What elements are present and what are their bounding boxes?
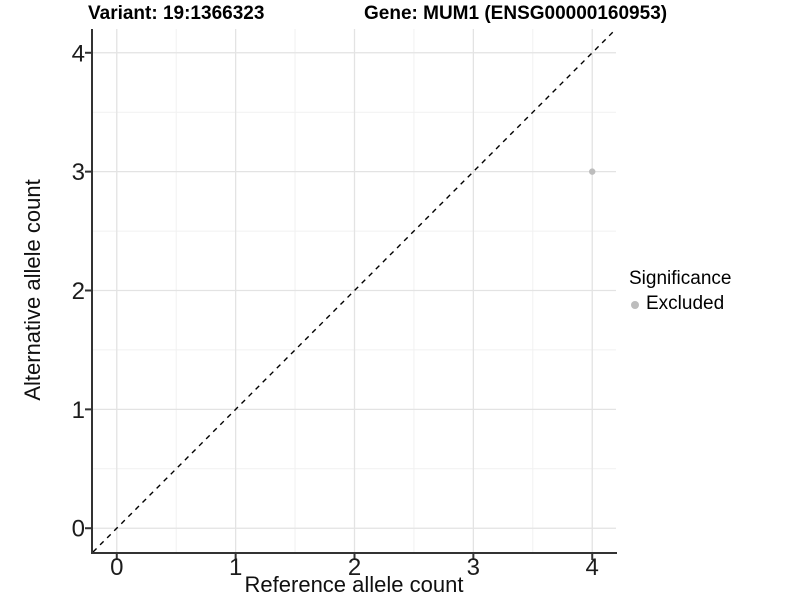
y-tick-label: 1 <box>72 397 85 424</box>
legend-point-icon <box>631 300 639 309</box>
x-tick-label: 4 <box>586 554 599 581</box>
y-axis-title: Alternative allele count <box>20 179 45 400</box>
x-tick-label: 3 <box>467 554 480 581</box>
y-tick-label: 3 <box>72 159 85 186</box>
gridlines <box>93 29 616 552</box>
data-point <box>589 168 596 175</box>
x-tick-label: 0 <box>110 554 123 581</box>
plot-title-variant: Variant: 19:1366323 <box>88 3 265 24</box>
x-tick-label: 2 <box>348 554 361 581</box>
plot-title-gene: Gene: MUM1 (ENSG00000160953) <box>364 3 668 24</box>
y-tick-label: 2 <box>72 278 85 305</box>
identity-line <box>92 28 617 553</box>
x-tick-label: 1 <box>229 554 242 581</box>
y-tick-label: 0 <box>72 516 85 543</box>
data-marks <box>92 28 617 553</box>
legend: Significance Excluded <box>629 268 731 315</box>
legend-title: Significance <box>629 268 732 289</box>
legend-item-label: Excluded <box>646 293 725 315</box>
legend-item-excluded: Excluded <box>631 294 731 315</box>
x-axis-title: Reference allele count <box>245 572 464 597</box>
y-tick-label: 4 <box>72 40 85 67</box>
tick-labels: 0 1 2 3 4 0 1 2 3 4 <box>72 40 599 581</box>
axes <box>85 29 617 560</box>
